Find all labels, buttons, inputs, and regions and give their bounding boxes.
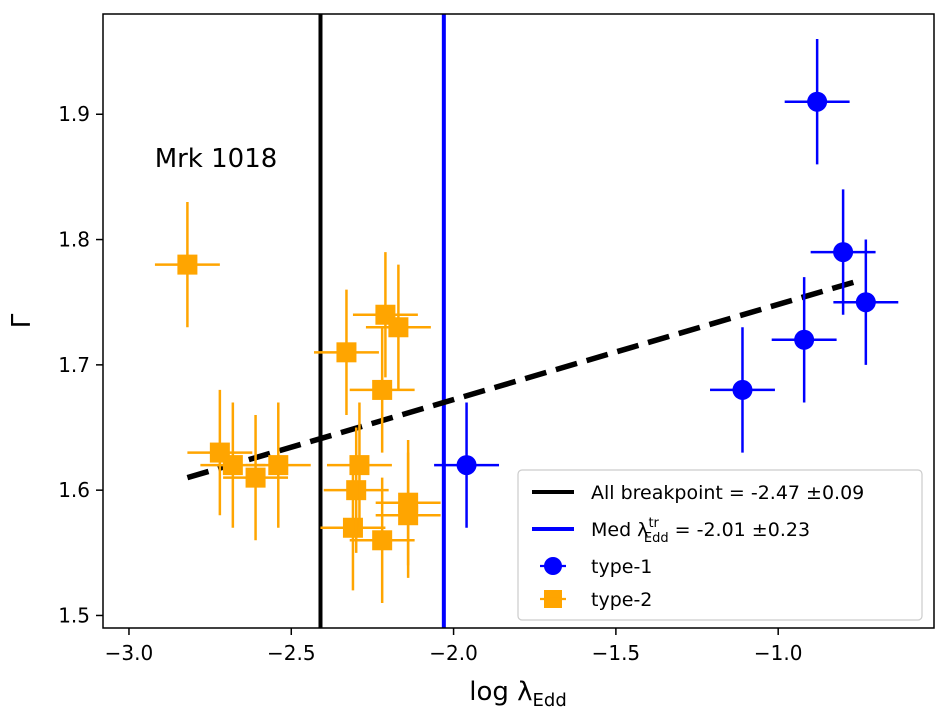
legend-label-type-1: type-1 [591,556,652,578]
type-2-marker [346,480,367,501]
type-1-marker [833,242,854,263]
x-tick-label: −1.0 [754,641,803,665]
type-2-marker [398,505,419,526]
y-tick-label: 1.7 [58,353,90,377]
type-2-marker [222,455,243,476]
type-2-marker [342,517,363,538]
legend-label-median: Med λtr Edd = -2.01 ±0.23 [591,516,810,546]
x-axis-title-main: log λ [469,677,532,707]
type-2-point [349,327,415,453]
x-tick-label: −2.5 [267,641,316,665]
type-2-point [349,477,415,603]
mrk-1018-annotation: Mrk 1018 [155,144,278,174]
type-1-point [810,189,876,315]
type-2-marker [372,530,393,551]
type-1-point [784,39,850,165]
type-2-point [154,201,220,328]
x-axis-title: log λEdd [469,677,567,711]
type-2-marker [336,342,357,363]
type-2-marker [177,254,198,275]
legend-label-median-post: = -2.01 ±0.23 [669,519,810,541]
type-2-marker [372,379,393,400]
x-tick-label: −3.0 [105,641,154,665]
legend-label-median-pre: Med λ [591,519,648,541]
type-2-marker [349,455,370,476]
type-2-marker [245,467,266,488]
type-1-marker [732,379,753,400]
type-2-marker [268,455,289,476]
type-2-point [323,427,389,553]
legend-label-median-sub: Edd [644,531,669,546]
y-tick-label: 1.8 [58,228,90,252]
y-tick-label: 1.5 [58,603,90,627]
legend-label-all-breakpoint: All breakpoint = -2.47 ±0.09 [591,482,864,504]
y-tick-label: 1.9 [58,102,90,126]
legend: All breakpoint = -2.47 ±0.09 Med λtr Edd … [517,469,923,621]
type-2-point [245,402,311,528]
breakpoint-fit-line [186,277,864,481]
type-1-marker [855,292,876,313]
legend-label-median-sup: tr [648,516,659,531]
type-2-point [326,402,392,528]
type-2-point [313,289,379,415]
type-2-marker [388,317,409,338]
type-2-point [375,452,441,578]
type-1-point [434,402,500,528]
x-tick-label: −1.5 [592,641,641,665]
type-1-marker [456,455,477,476]
type-1-point [771,277,837,403]
plot-frame [102,13,935,629]
y-tick-label: 1.6 [58,478,90,502]
type-1-point [833,239,899,365]
x-axis-title-sub: Edd [533,690,567,711]
legend-label-type-2: type-2 [591,589,652,611]
type-1-point [710,327,775,453]
type-1-marker [794,329,815,350]
x-tick-label: −2.0 [429,641,478,665]
legend-box [517,469,923,621]
type-2-point [365,264,431,390]
y-axis-title: Γ [7,313,37,328]
type-1-marker [807,91,828,112]
